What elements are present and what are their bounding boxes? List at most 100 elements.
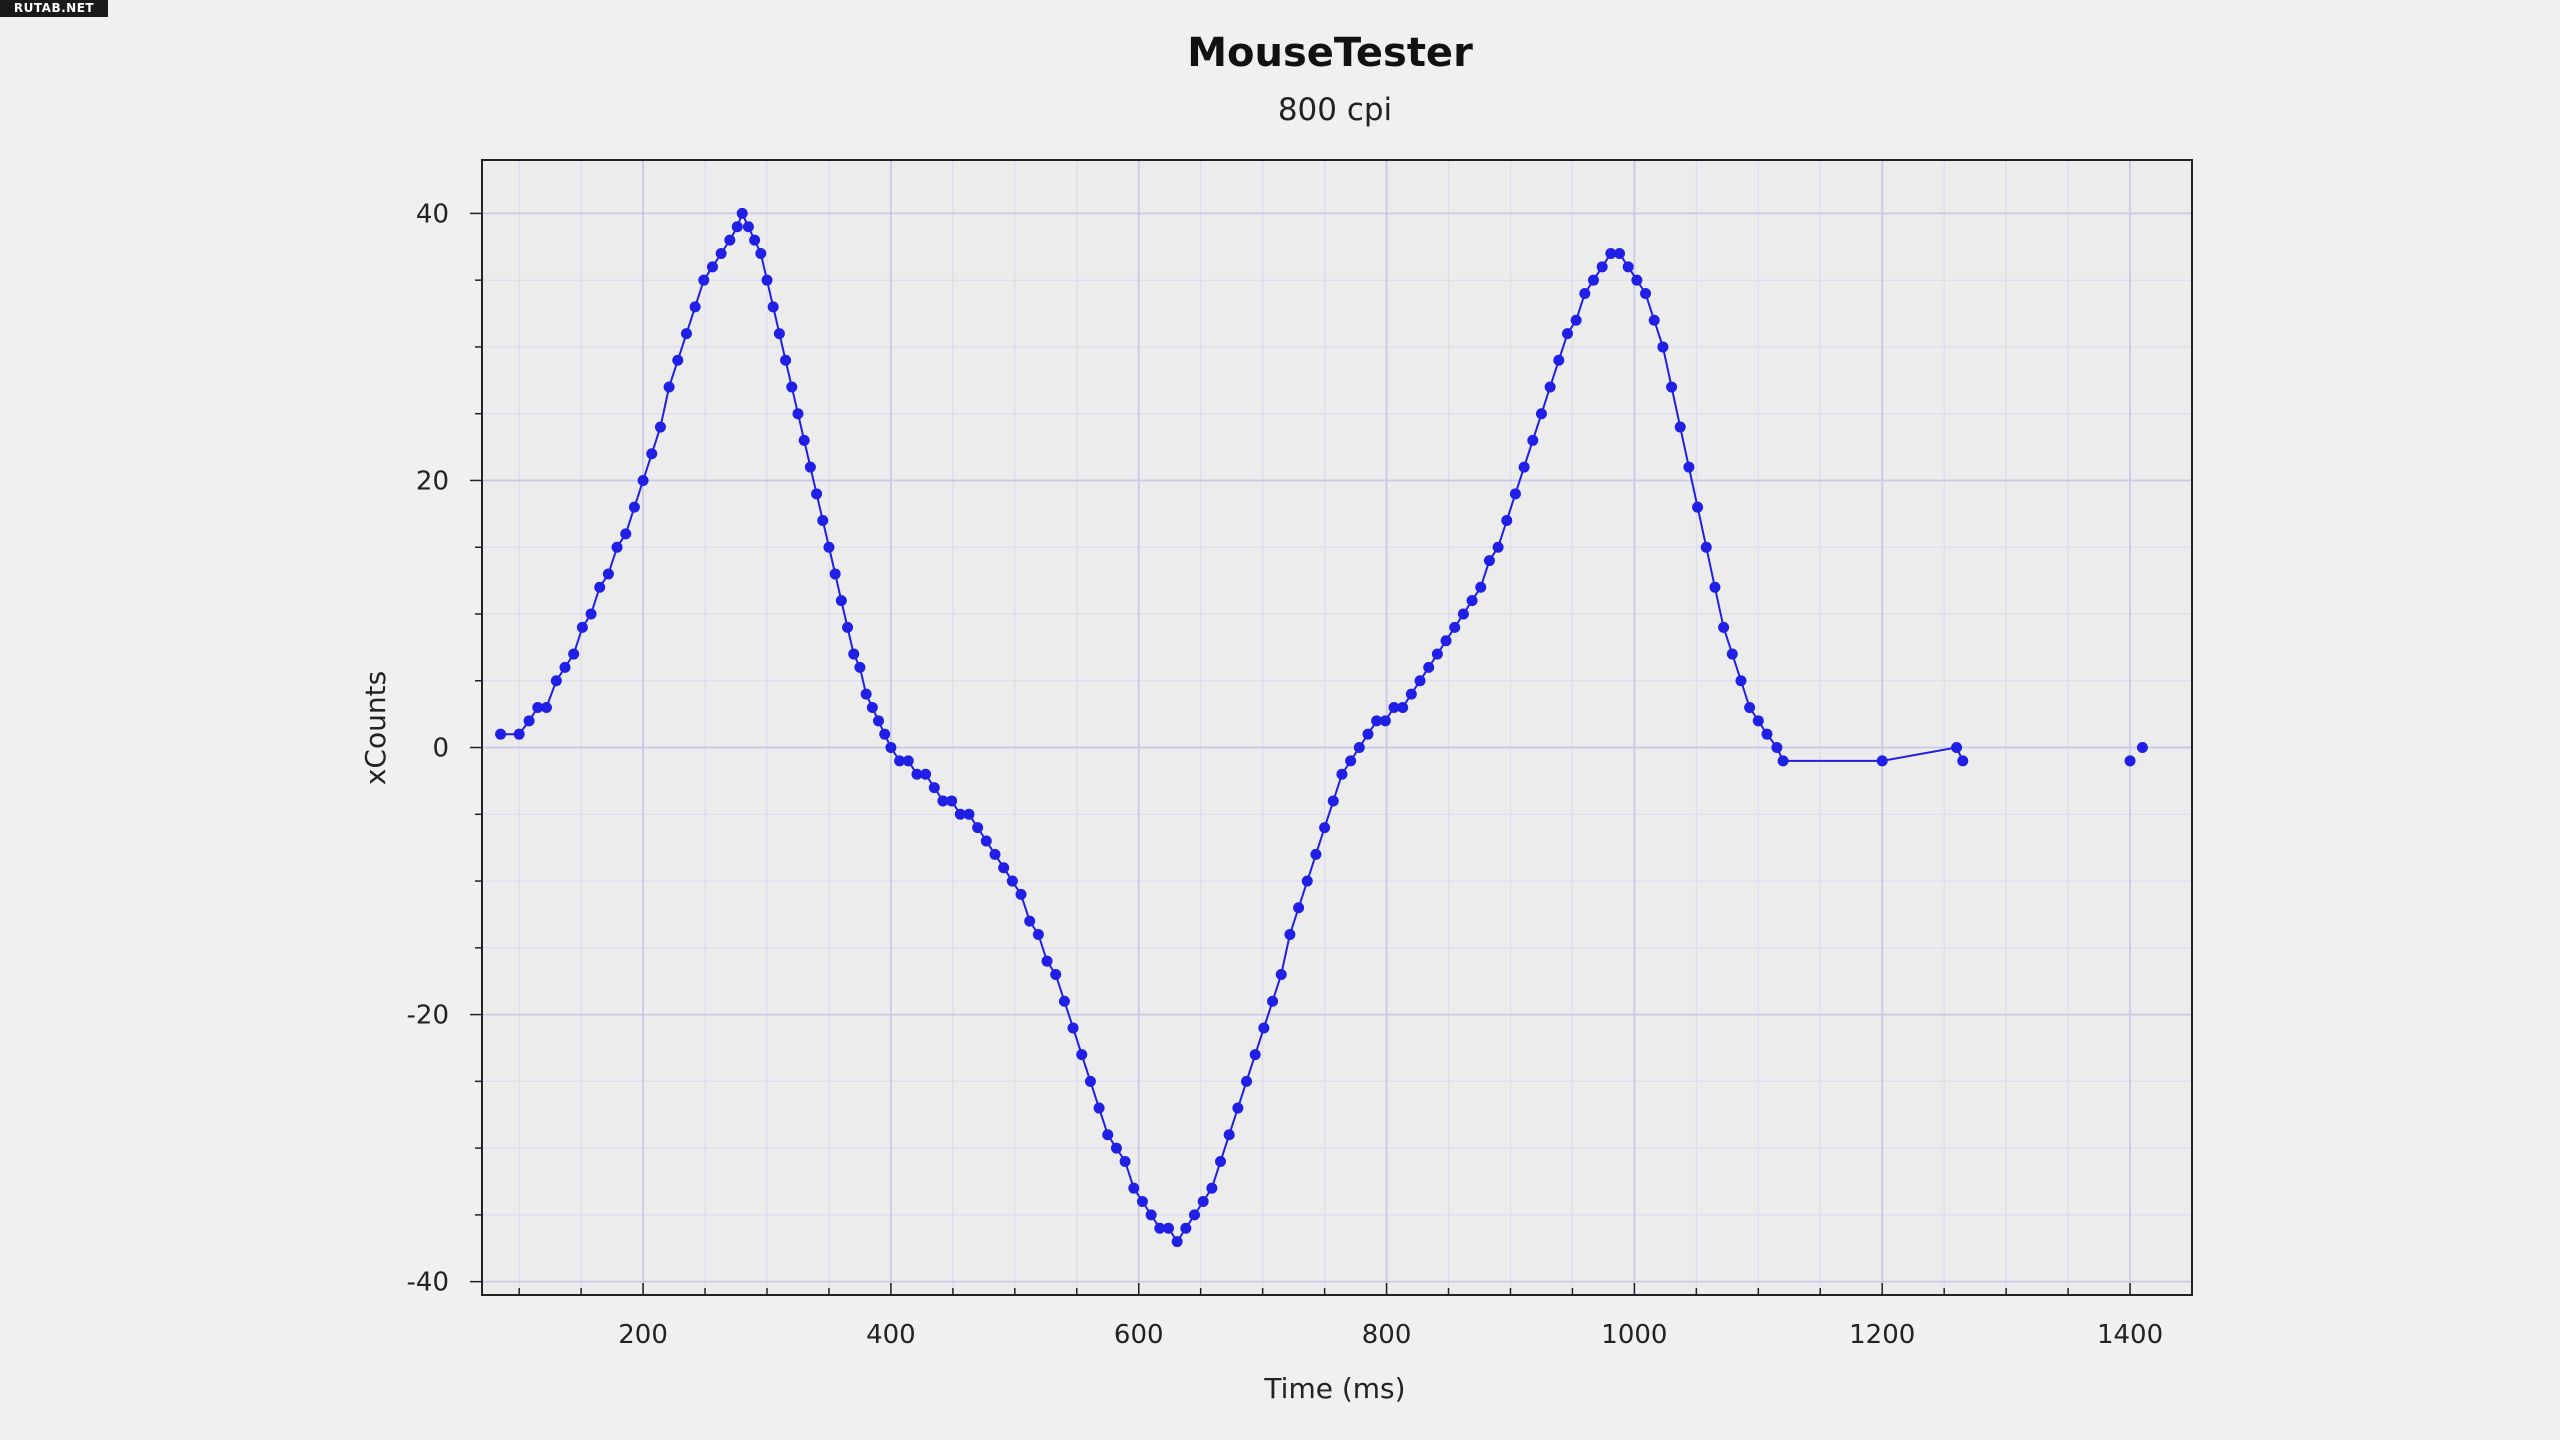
data-point [1876,755,1888,767]
data-point [1622,261,1634,273]
data-point [755,247,767,259]
data-point [937,795,949,807]
data-point [1223,1129,1235,1141]
chart-subtitle: 800 cpi [1278,92,1392,128]
data-point [811,488,823,500]
data-point [1379,715,1391,727]
data-point [1336,768,1348,780]
data-point [1076,1049,1088,1061]
data-point [1102,1129,1114,1141]
data-point [663,381,675,393]
data-point [780,354,792,366]
data-point [628,501,640,513]
data-point [1024,915,1036,927]
data-point [1535,408,1547,420]
data-point [1449,621,1461,633]
data-point [495,728,507,740]
data-point [731,221,743,233]
data-point [1771,742,1783,754]
data-point [1206,1182,1218,1194]
x-tick-label: 1000 [1601,1320,1667,1350]
data-point [1570,314,1582,326]
data-point [1284,928,1296,940]
data-point [1957,755,1969,767]
data-point [523,715,535,727]
data-point [1457,608,1469,620]
data-point [576,621,588,633]
data-point [706,261,718,273]
data-point [1110,1142,1122,1154]
data-point [1006,875,1018,887]
data-point [1726,648,1738,660]
data-point [1215,1155,1227,1167]
data-point [611,541,623,553]
data-point [1509,488,1521,500]
data-point [963,808,975,820]
data-point [823,541,835,553]
data-point [1553,354,1565,366]
data-point [1032,928,1044,940]
data-point [842,621,854,633]
data-point [585,608,597,620]
data-point [817,515,829,527]
plot-area [482,160,2192,1295]
data-point [1692,501,1704,513]
x-axis: 200 400 600 800 1000 1200 1400 [518,1283,2163,1350]
data-point [1501,515,1513,527]
data-point [1588,274,1599,286]
data-point [1327,795,1339,807]
data-point [854,661,866,673]
data-point [1249,1049,1261,1061]
y-axis: -40 -20 0 20 40 [407,199,482,1298]
data-point [1561,328,1573,340]
data-point [954,808,966,820]
data-point [1388,701,1400,713]
y-tick-label: 0 [432,734,449,764]
data-point [1735,675,1747,687]
data-point [1475,581,1487,593]
data-point [1440,635,1452,647]
data-point [761,274,773,286]
data-point [1744,701,1756,713]
chart-title: MouseTester [1187,30,1473,76]
data-point [866,701,878,713]
data-point [792,408,804,420]
data-point [532,701,544,713]
data-point [1492,541,1504,553]
data-point [989,848,1001,860]
data-point [550,675,562,687]
data-point [1761,728,1773,740]
y-axis-label: xCounts [359,671,392,785]
watermark-logo: RUTAB.NET [0,0,108,17]
data-point [946,795,958,807]
data-point [680,328,692,340]
y-tick-label: 20 [416,466,449,496]
data-point [1180,1222,1192,1234]
data-point [879,728,891,740]
data-point [1518,461,1530,473]
data-point [773,328,785,340]
data-point [672,354,684,366]
data-point [689,301,701,313]
data-point [1414,675,1426,687]
data-point [1084,1075,1096,1087]
data-point [1258,1022,1270,1034]
x-tick-label: 600 [1114,1320,1164,1350]
data-point [798,434,810,446]
grid [482,160,2192,1295]
data-point [654,421,666,433]
data-point [1301,875,1313,887]
data-point [1093,1102,1105,1114]
data-point [998,862,1010,874]
data-point [1666,381,1678,393]
data-point [829,568,841,580]
data-point [1596,261,1608,273]
data-point [860,688,872,700]
data-point [742,221,754,233]
data-point [559,661,571,673]
x-tick-label: 1400 [2097,1320,2163,1350]
x-tick-label: 800 [1362,1320,1412,1350]
data-point [1579,288,1591,300]
data-point [1145,1209,1157,1221]
